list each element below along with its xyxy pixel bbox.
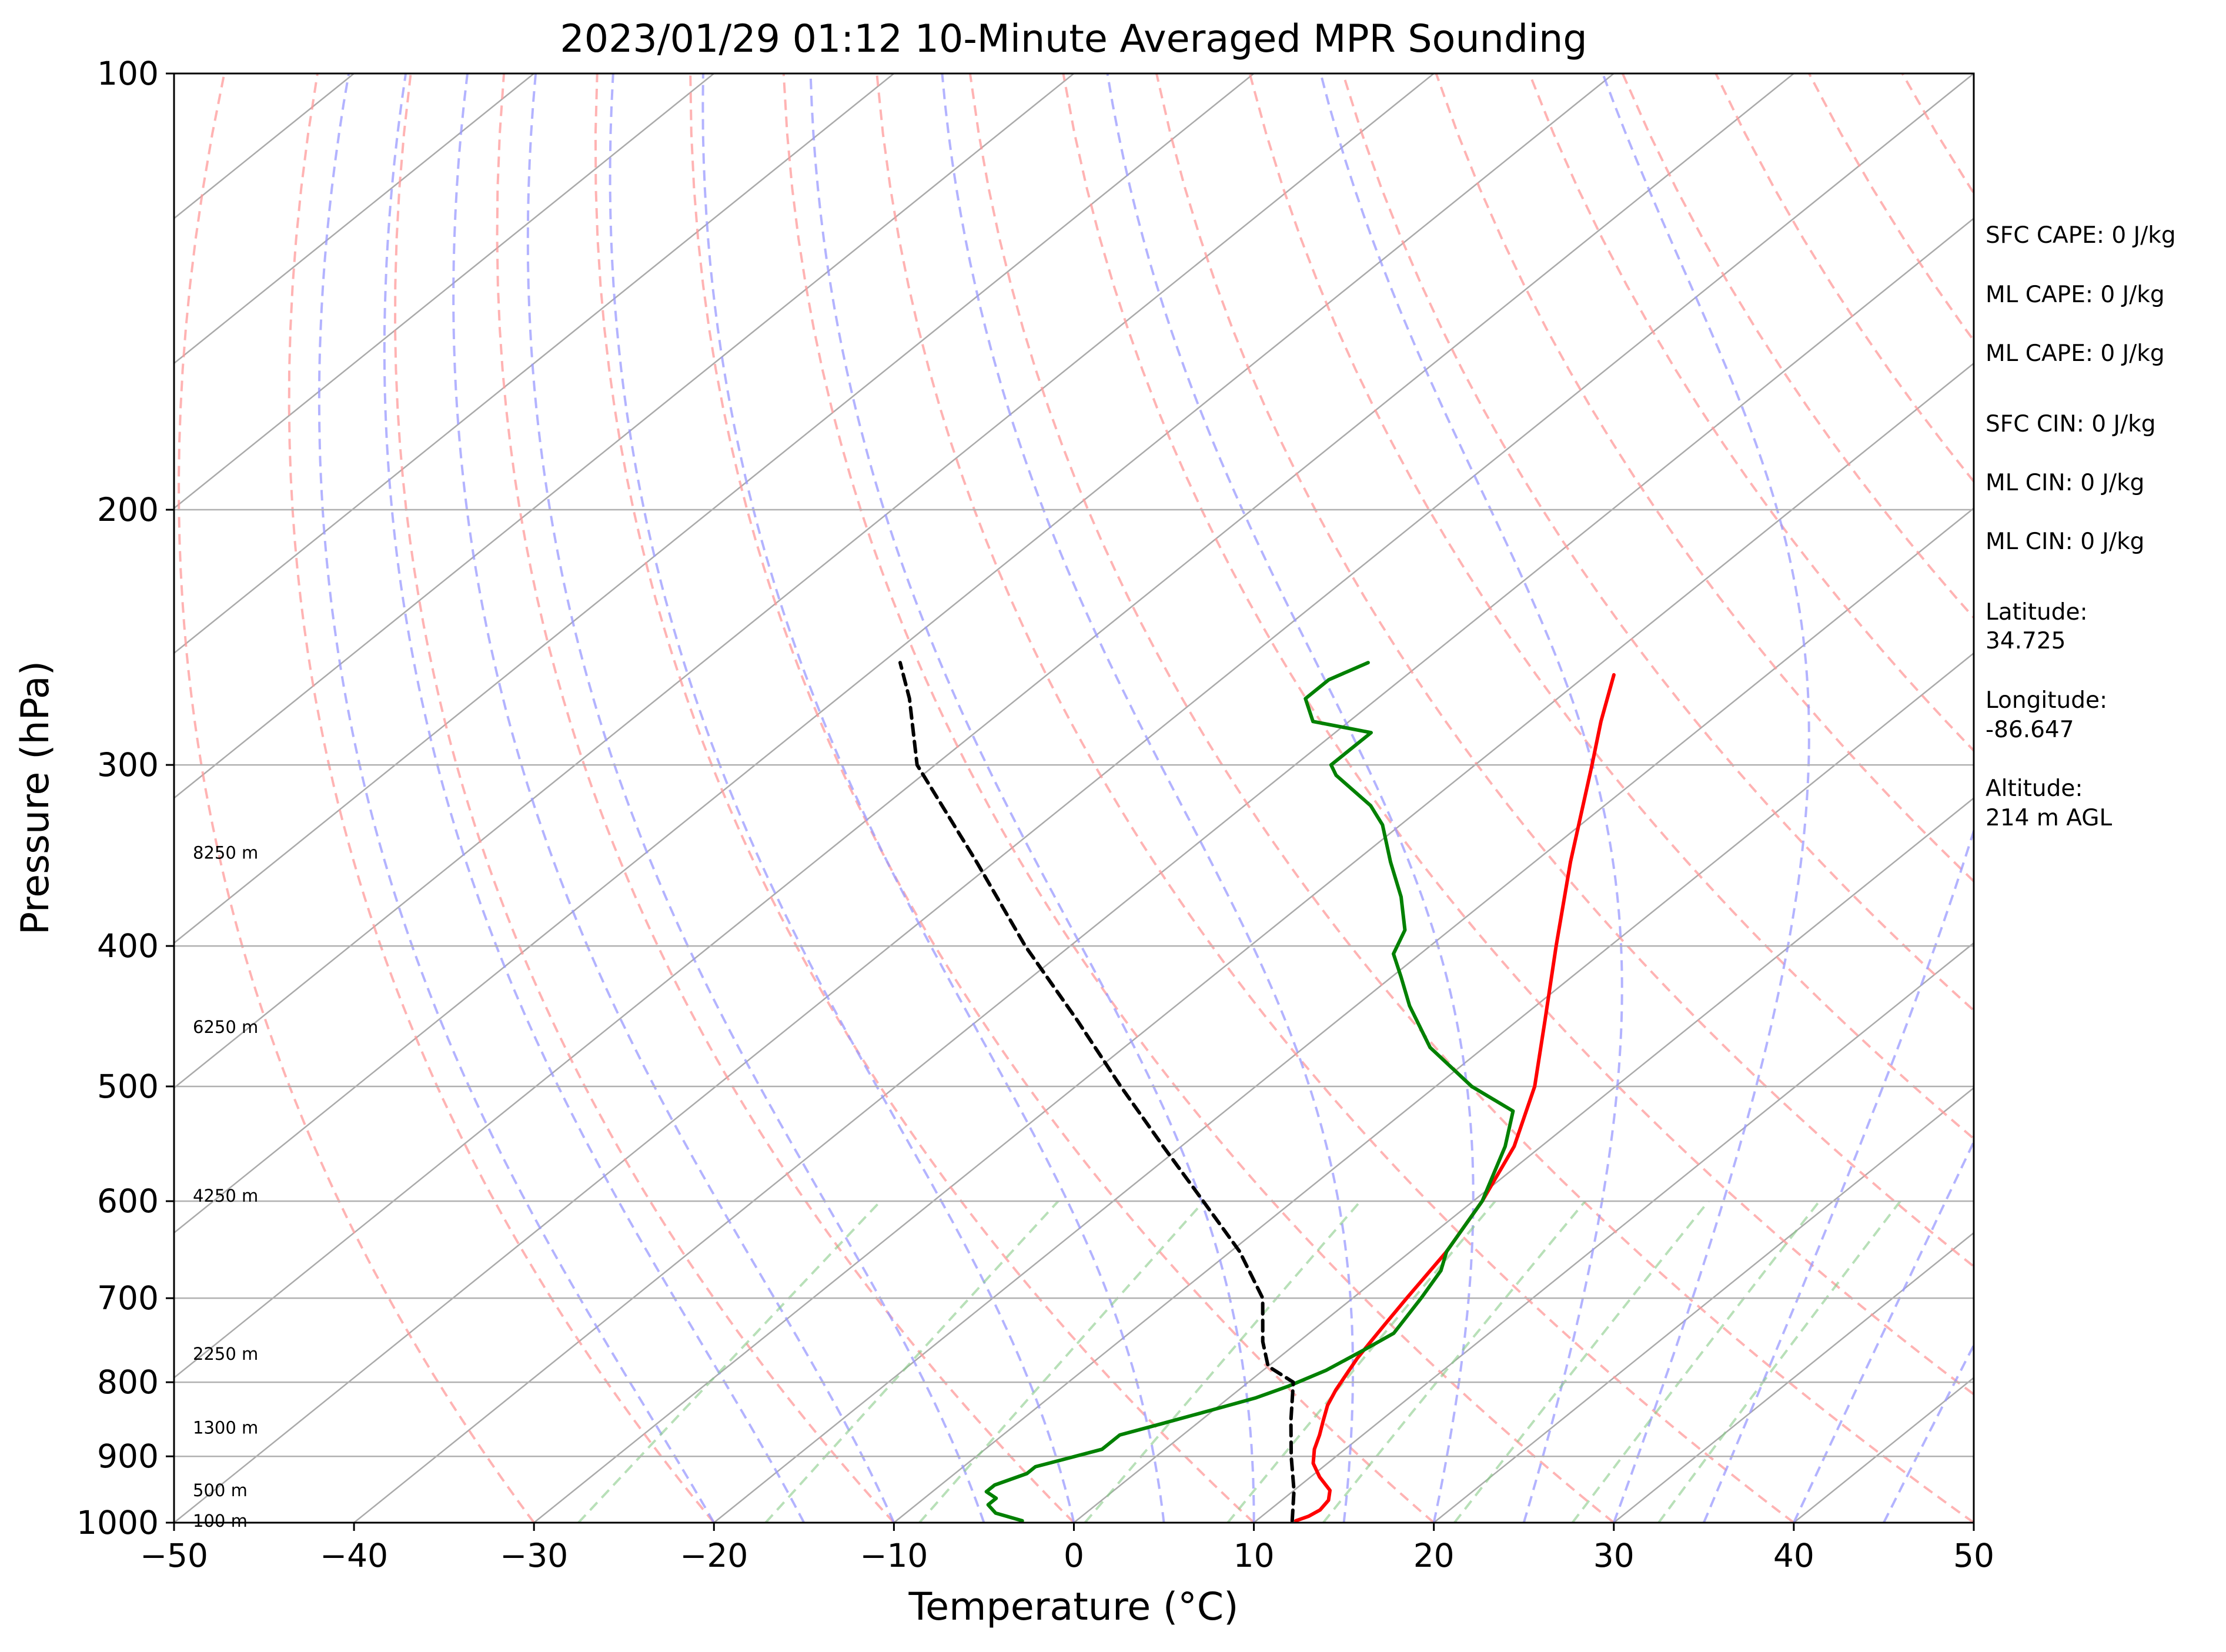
dry-adiabat-line <box>1062 73 1974 1396</box>
isotherm-line <box>174 73 895 654</box>
dry-adiabat-line <box>1248 73 1974 1141</box>
chart-title: 2023/01/29 01:12 10-Minute Averaged MPR … <box>560 17 1587 61</box>
height-label: 500 m <box>193 1480 248 1500</box>
y-tick-label: 300 <box>97 746 159 784</box>
sfc-cape-text: SFC CAPE: 0 J/kg <box>1986 222 2176 249</box>
longitude-value: -86.647 <box>1986 717 2074 743</box>
x-tick-label: −10 <box>860 1537 928 1574</box>
sounding-traces <box>898 661 1616 1523</box>
isotherm-line <box>174 73 1255 944</box>
y-tick-label: 900 <box>97 1437 159 1475</box>
moist-adiabat-line <box>609 73 1075 1523</box>
isotherm-line <box>1253 942 1974 1523</box>
altitude-value: 214 m AGL <box>1986 805 2112 831</box>
isotherm-line <box>1433 1086 1974 1523</box>
dry-adiabat-line <box>1435 73 1974 883</box>
moist-adiabat-line <box>809 73 1255 1523</box>
x-tick-label: 50 <box>1953 1537 1994 1574</box>
dry-adiabat-line <box>178 73 535 1523</box>
ml-cin-text: ML CIN: 0 J/kg <box>1986 470 2144 496</box>
x-tick-label: 40 <box>1773 1537 1814 1574</box>
y-tick-label: 600 <box>97 1182 159 1220</box>
moist-adiabat-line <box>383 73 805 1523</box>
dry-adiabat-line <box>393 73 895 1523</box>
altitude-label: Altitude: <box>1986 775 2083 802</box>
dry-adiabat-line <box>689 73 1435 1523</box>
isotherm-line <box>353 217 1974 1523</box>
height-labels: 100 m 500 m 1300 m 2250 m 4250 m 6250 m 8250 m <box>193 843 258 1531</box>
y-tick-label: 400 <box>97 927 159 965</box>
dry-adiabat-line <box>968 73 1974 1523</box>
isotherm-line <box>174 73 1615 1234</box>
isotherm-line <box>174 73 534 364</box>
dry-adiabat-line <box>594 73 1255 1523</box>
x-tick-label: −50 <box>140 1537 208 1574</box>
isotherm-line <box>713 507 1974 1523</box>
dewpoint-trace <box>984 661 1515 1523</box>
isotherm-line <box>1073 797 1974 1523</box>
info-panel: SFC CAPE: 0 J/kg ML CAPE: 0 J/kg ML CAPE… <box>1986 222 2176 831</box>
dry-adiabat-line <box>782 73 1615 1523</box>
ml-cin-text-2: ML CIN: 0 J/kg <box>1986 529 2144 555</box>
dry-adiabat-line <box>288 73 715 1523</box>
background-lines <box>174 73 1974 1523</box>
y-tick-label: 500 <box>97 1068 159 1105</box>
x-tick-label: 30 <box>1593 1537 1635 1574</box>
y-tick-label: 700 <box>97 1279 159 1317</box>
moist-adiabat-line <box>1702 73 1974 1523</box>
y-tick-label: 200 <box>97 491 159 529</box>
ml-cape-text-2: ML CAPE: 0 J/kg <box>1986 340 2165 367</box>
height-label: 1300 m <box>193 1418 258 1438</box>
height-label: 2250 m <box>193 1344 258 1364</box>
mixing-ratio-line <box>1084 1200 1362 1523</box>
moist-adiabat-line <box>317 73 716 1523</box>
height-label: 4250 m <box>193 1186 258 1206</box>
y-tick-label: 800 <box>97 1363 159 1401</box>
x-axis-label: Temperature (°C) <box>908 1585 1238 1629</box>
isotherm-line <box>174 73 1974 1523</box>
sfc-cin-text: SFC CIN: 0 J/kg <box>1986 411 2155 437</box>
x-tick-label: 10 <box>1234 1537 1275 1574</box>
isotherm-line <box>1613 1232 1974 1523</box>
y-axis-label: Pressure (hPa) <box>14 661 58 935</box>
x-axis: −50 −40 −30 −20 −10 0 10 20 30 40 50 <box>140 1523 1994 1574</box>
isotherm-line <box>893 652 1974 1523</box>
y-axis: 100 200 300 400 500 600 700 800 900 1000 <box>76 55 174 1541</box>
x-tick-label: −40 <box>320 1537 388 1574</box>
ml-cape-text: ML CAPE: 0 J/kg <box>1986 282 2165 308</box>
isotherm-line <box>174 73 715 510</box>
latitude-value: 34.725 <box>1986 628 2065 654</box>
isotherm-line <box>533 362 1974 1523</box>
moist-adiabat-line <box>1106 73 1475 1523</box>
moist-adiabat-line <box>452 73 895 1523</box>
isotherm-line <box>174 73 1075 800</box>
x-tick-label: −30 <box>500 1537 568 1574</box>
y-tick-label: 1000 <box>76 1504 159 1541</box>
mixing-ratio-line <box>1226 1200 1496 1523</box>
isotherm-line <box>174 73 1435 1089</box>
x-tick-label: 20 <box>1413 1537 1455 1574</box>
parcel-trace <box>898 661 1296 1523</box>
moist-adiabat-line <box>701 73 1165 1523</box>
x-tick-label: 0 <box>1064 1537 1084 1574</box>
moist-adiabat-line <box>941 73 1354 1523</box>
moist-adiabat-line <box>1793 1139 1974 1523</box>
isotherm-line <box>174 73 1794 1379</box>
dry-adiabat-line <box>875 73 1795 1523</box>
height-label: 6250 m <box>193 1017 258 1037</box>
temperature-trace <box>1294 673 1616 1523</box>
longitude-label: Longitude: <box>1986 687 2107 714</box>
height-label: 100 m <box>193 1511 248 1531</box>
moist-adiabat-line <box>526 73 985 1523</box>
dry-adiabat-line <box>496 73 1075 1523</box>
x-tick-label: −20 <box>680 1537 748 1574</box>
latitude-label: Latitude: <box>1986 599 2088 626</box>
moist-adiabat-line <box>1319 73 1623 1523</box>
dry-adiabat-line <box>1528 73 1974 753</box>
mixing-ratio-line <box>918 1200 1205 1523</box>
height-label: 8250 m <box>193 843 258 863</box>
y-tick-label: 100 <box>97 55 159 92</box>
